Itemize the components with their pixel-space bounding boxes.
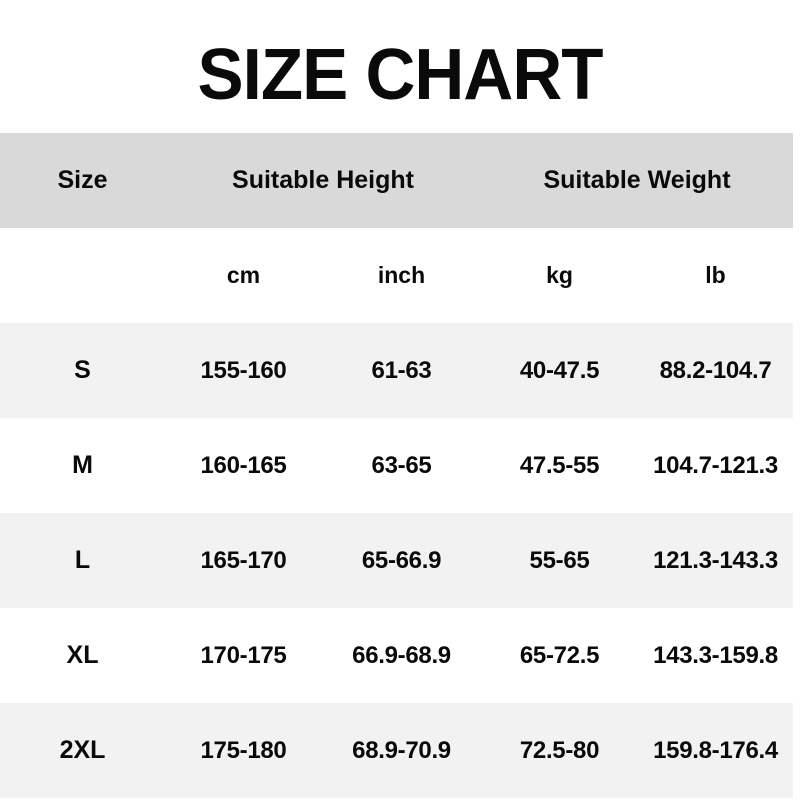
table-row: S 155-160 61-63 40-47.5 88.2-104.7 (0, 323, 793, 418)
cell-height-cm: 170-175 (200, 641, 287, 669)
cell-height-cm: 175-180 (200, 736, 287, 764)
table-body: S 155-160 61-63 40-47.5 88.2-104.7 M 160… (0, 323, 793, 798)
cell-height-inch: 61-63 (371, 356, 432, 384)
cell-size: M (72, 451, 93, 479)
cell-size: L (74, 546, 91, 574)
cell-weight-lb: 121.3-143.3 (653, 546, 778, 574)
unit-header-row: cm inch kg lb (0, 228, 793, 323)
cell-height-cm: 165-170 (200, 546, 287, 574)
column-header-size: Size (57, 166, 108, 194)
cell-weight-lb: 104.7-121.3 (653, 451, 778, 479)
unit-header-cm: cm (226, 262, 261, 288)
size-chart-table: Size Suitable Height Suitable Weight cm … (0, 133, 793, 798)
table-row: L 165-170 65-66.9 55-65 121.3-143.3 (0, 513, 793, 608)
page-title-container: SIZE CHART (0, 36, 800, 114)
column-header-suitable-weight: Suitable Weight (543, 166, 731, 194)
cell-weight-kg: 47.5-55 (519, 451, 600, 479)
cell-height-inch: 65-66.9 (361, 546, 442, 574)
unit-header-kg: kg (546, 262, 573, 288)
cell-weight-kg: 55-65 (529, 546, 590, 574)
unit-header-inch: inch (377, 262, 426, 288)
table-row: XL 170-175 66.9-68.9 65-72.5 143.3-159.8 (0, 608, 793, 703)
cell-height-cm: 155-160 (200, 356, 287, 384)
cell-weight-kg: 72.5-80 (519, 736, 600, 764)
cell-size: S (74, 356, 91, 384)
cell-size: 2XL (59, 736, 106, 764)
cell-size: XL (66, 641, 99, 669)
cell-height-cm: 160-165 (200, 451, 287, 479)
table-row: M 160-165 63-65 47.5-55 104.7-121.3 (0, 418, 793, 513)
cell-height-inch: 68.9-70.9 (352, 736, 451, 764)
column-header-suitable-height: Suitable Height (232, 166, 414, 194)
cell-height-inch: 63-65 (371, 451, 432, 479)
cell-height-inch: 66.9-68.9 (352, 641, 451, 669)
page-title: SIZE CHART (197, 35, 603, 115)
unit-header-size-empty (0, 228, 165, 323)
cell-weight-lb: 88.2-104.7 (659, 356, 772, 384)
unit-header-lb: lb (705, 262, 726, 288)
table-header: Size Suitable Height Suitable Weight cm … (0, 133, 793, 323)
cell-weight-lb: 159.8-176.4 (653, 736, 778, 764)
table-row: 2XL 175-180 68.9-70.9 72.5-80 159.8-176.… (0, 703, 793, 798)
cell-weight-kg: 65-72.5 (519, 641, 600, 669)
group-header-row: Size Suitable Height Suitable Weight (0, 133, 793, 228)
cell-weight-kg: 40-47.5 (519, 356, 600, 384)
cell-weight-lb: 143.3-159.8 (653, 641, 778, 669)
